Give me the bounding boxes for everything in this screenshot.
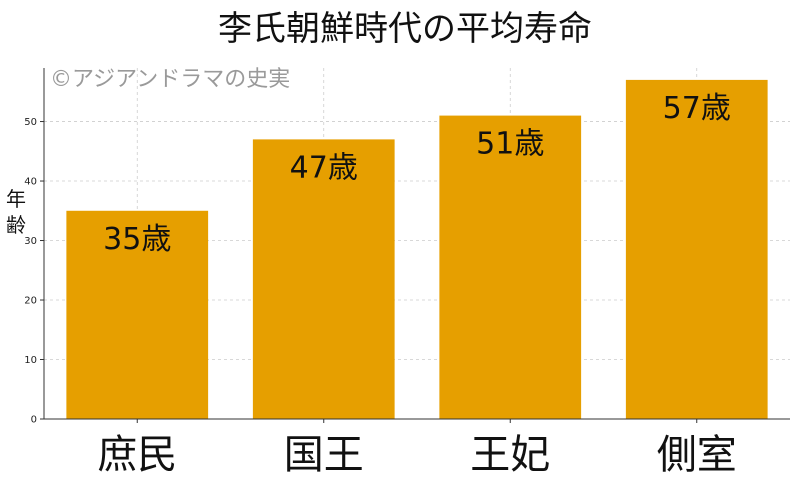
data-labels: 35歳 47歳 51歳 57歳 — [103, 91, 731, 257]
x-tick-label: 国王 — [284, 432, 364, 478]
data-label: 51歳 — [476, 127, 544, 162]
bar-国王 — [252, 139, 395, 419]
y-tick-label: 20 — [24, 296, 37, 307]
x-tick-label: 庶民 — [97, 432, 177, 478]
y-tick-labels: 0 10 20 30 40 50 — [24, 117, 44, 426]
bar-庶民 — [66, 210, 209, 419]
data-label: 57歳 — [663, 91, 731, 126]
x-tick-label: 側室 — [657, 432, 737, 478]
y-axis-label-part: 齢 — [6, 213, 26, 237]
watermark: ©アジアンドラマの史実 — [50, 67, 290, 92]
y-tick-label: 0 — [31, 415, 37, 426]
bar-側室 — [625, 79, 768, 419]
y-tick-label: 40 — [24, 177, 37, 188]
x-tick-label: 王妃 — [470, 432, 550, 478]
y-tick-label: 50 — [24, 117, 37, 128]
y-tick-label: 30 — [24, 236, 37, 247]
x-tick-labels: 庶民 国王 王妃 側室 — [97, 419, 737, 478]
data-label: 35歳 — [103, 222, 171, 257]
y-axis-label-part: 年 — [6, 187, 26, 211]
chart-title: 李氏朝鮮時代の平均寿命 — [218, 9, 592, 49]
data-label: 47歳 — [290, 150, 358, 185]
bar-王妃 — [439, 115, 582, 419]
y-tick-label: 10 — [24, 355, 37, 366]
bars — [66, 79, 768, 419]
